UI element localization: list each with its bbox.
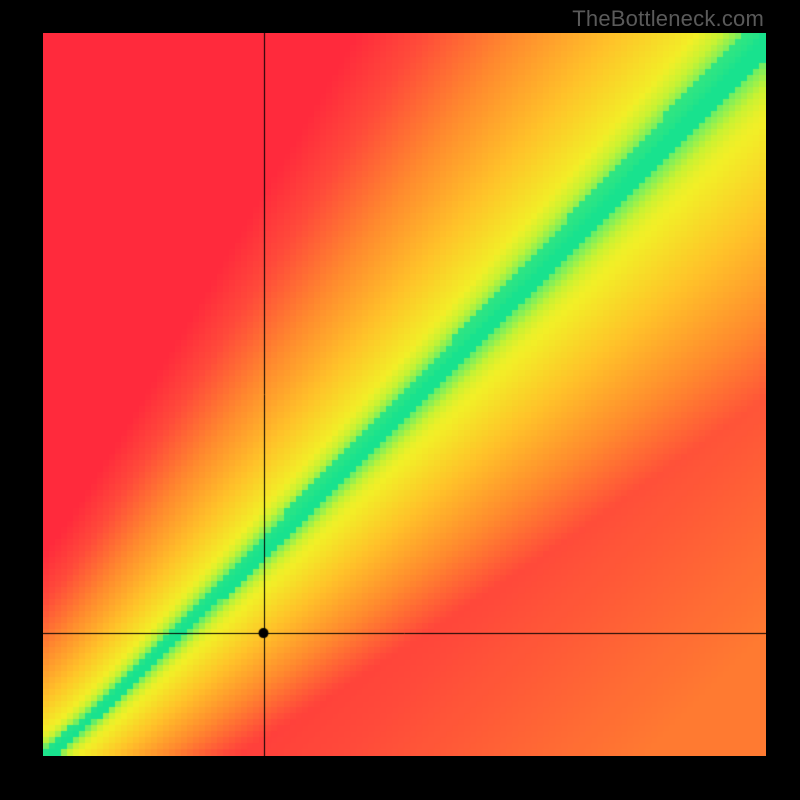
heatmap-plot <box>43 33 766 756</box>
chart-container: TheBottleneck.com <box>0 0 800 800</box>
watermark-text: TheBottleneck.com <box>572 6 764 32</box>
